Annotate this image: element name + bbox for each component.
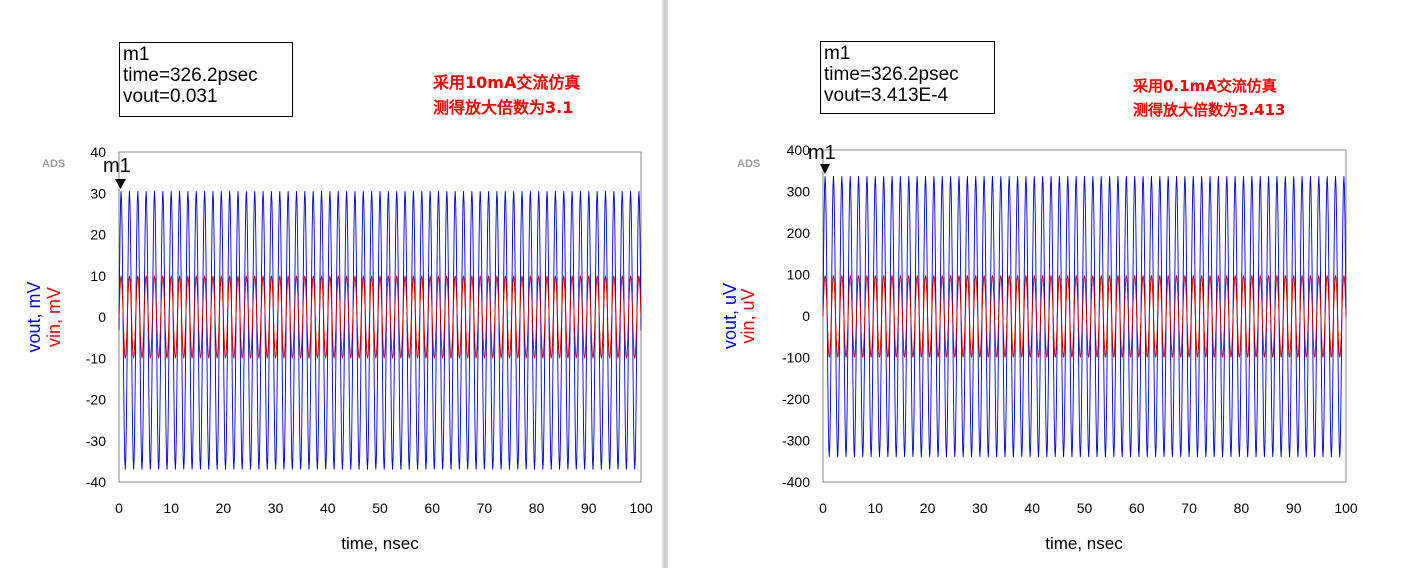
marker-readout-box[interactable]: m1 time=326.2psec vout=0.031 [119,42,293,117]
plot-area [118,151,642,483]
y-tick-label: 300 [787,184,811,200]
x-tick-label: 50 [372,500,388,516]
marker-readout-time: time=326.2psec [123,65,258,86]
marker-readout-value: vout=0.031 [123,86,218,107]
x-tick-label: 40 [320,500,336,516]
y-tick-label: 400 [787,142,811,158]
x-tick-label: 90 [581,500,597,516]
y-tick-labels: 400 300 200 100 0 -100 -200 -300 -400 [782,142,810,490]
y-tick-label: 10 [90,268,106,284]
y-tick-labels: 40 30 20 10 0 -10 -20 -30 -40 [86,144,106,490]
series-vin-line [118,275,642,359]
y-tick-label: 0 [802,308,810,324]
y-axis-label-vout: vout, mV [24,281,44,352]
marker-label: m1 [808,142,836,164]
annotation-line-1: 采用0.1mA交流仿真 [1133,77,1277,95]
y-axis-label-vin: vin, uV [738,288,758,343]
x-tick-label: 70 [477,500,493,516]
x-tick-label: 0 [115,500,123,516]
traces [822,176,1347,458]
left-plot-panel: ADS 40 30 20 10 0 -10 -20 -30 -40 0 10 20 30 40 50 60 7… [0,0,662,568]
x-tick-label: 60 [424,500,440,516]
x-tick-label: 30 [268,500,284,516]
annotation-line-2: 测得放大倍数为3.1 [433,98,574,117]
series-vout-line [118,191,642,470]
y-tick-label: -200 [782,391,810,407]
y-tick-label: 40 [90,144,106,160]
x-tick-label: 60 [1129,500,1145,516]
marker-readout-value: vout=3.413E-4 [824,85,949,106]
y-tick-label: 30 [90,185,106,201]
ads-logo: ADS [42,158,65,170]
y-axis-label: vout, mV [24,281,44,352]
y-axis-label-vin: vin, mV [44,287,64,347]
right-chart: ADS 400 300 200 100 0 -100 -200 -300 -400 0 10 20 3… [720,142,1358,553]
x-tick-label: 10 [868,500,884,516]
x-tick-label: 30 [972,500,988,516]
x-axis-label: time, nsec [341,534,419,553]
x-tick-labels: 0 10 20 30 40 50 60 70 80 90 100 [115,500,653,516]
x-tick-label: 40 [1024,500,1040,516]
marker-readout-name: m1 [824,43,851,64]
annotation-line-2: 测得放大倍数为3.413 [1133,101,1286,119]
y-tick-label: -100 [782,350,810,366]
x-tick-label: 10 [163,500,179,516]
y-tick-label: -30 [86,433,106,449]
annotation-note: 采用10mA交流仿真 测得放大倍数为3.1 [433,70,580,120]
x-tick-label: 100 [629,500,653,516]
y-tick-label: -40 [86,474,106,490]
y-tick-label: 200 [787,225,811,241]
y-axis-label-vout: vout, uV [720,283,740,349]
x-tick-label: 50 [1077,500,1093,516]
x-tick-label: 20 [920,500,936,516]
right-plot-panel: ADS 400 300 200 100 0 -100 -200 -300 -400 0 10 20 3… [668,0,1401,568]
y-tick-label: -20 [86,392,106,408]
y-tick-label: -300 [782,433,810,449]
x-axis-label: time, nsec [1045,534,1123,553]
traces [118,191,642,470]
x-tick-label: 80 [529,500,545,516]
annotation-line-1: 采用10mA交流仿真 [433,73,581,92]
x-tick-label: 90 [1286,500,1302,516]
marker-triangle [115,179,126,189]
panel-divider [662,0,668,568]
x-tick-labels: 0 10 20 30 40 50 60 70 80 90 100 [819,500,1358,516]
annotation-note: 采用0.1mA交流仿真 测得放大倍数为3.413 [1133,74,1285,122]
y-tick-label: 0 [98,309,106,325]
marker-label: m1 [103,155,131,177]
x-tick-label: 0 [819,500,827,516]
x-tick-label: 70 [1181,500,1197,516]
y-tick-label: -10 [86,350,106,366]
x-tick-label: 100 [1334,500,1358,516]
marker-triangle [820,164,830,174]
ads-logo: ADS [737,158,760,170]
plot-area [822,149,1347,483]
marker-readout-time: time=326.2psec [824,64,959,85]
series-vin-line [822,275,1347,358]
y-tick-label: -400 [782,474,810,490]
x-tick-label: 80 [1234,500,1250,516]
y-tick-label: 100 [787,267,811,283]
marker-readout-box[interactable]: m1 time=326.2psec vout=3.413E-4 [820,41,995,114]
marker-readout-name: m1 [123,44,150,65]
series-vout-line [822,176,1347,458]
x-tick-label: 20 [216,500,232,516]
y-tick-label: 20 [90,227,106,243]
